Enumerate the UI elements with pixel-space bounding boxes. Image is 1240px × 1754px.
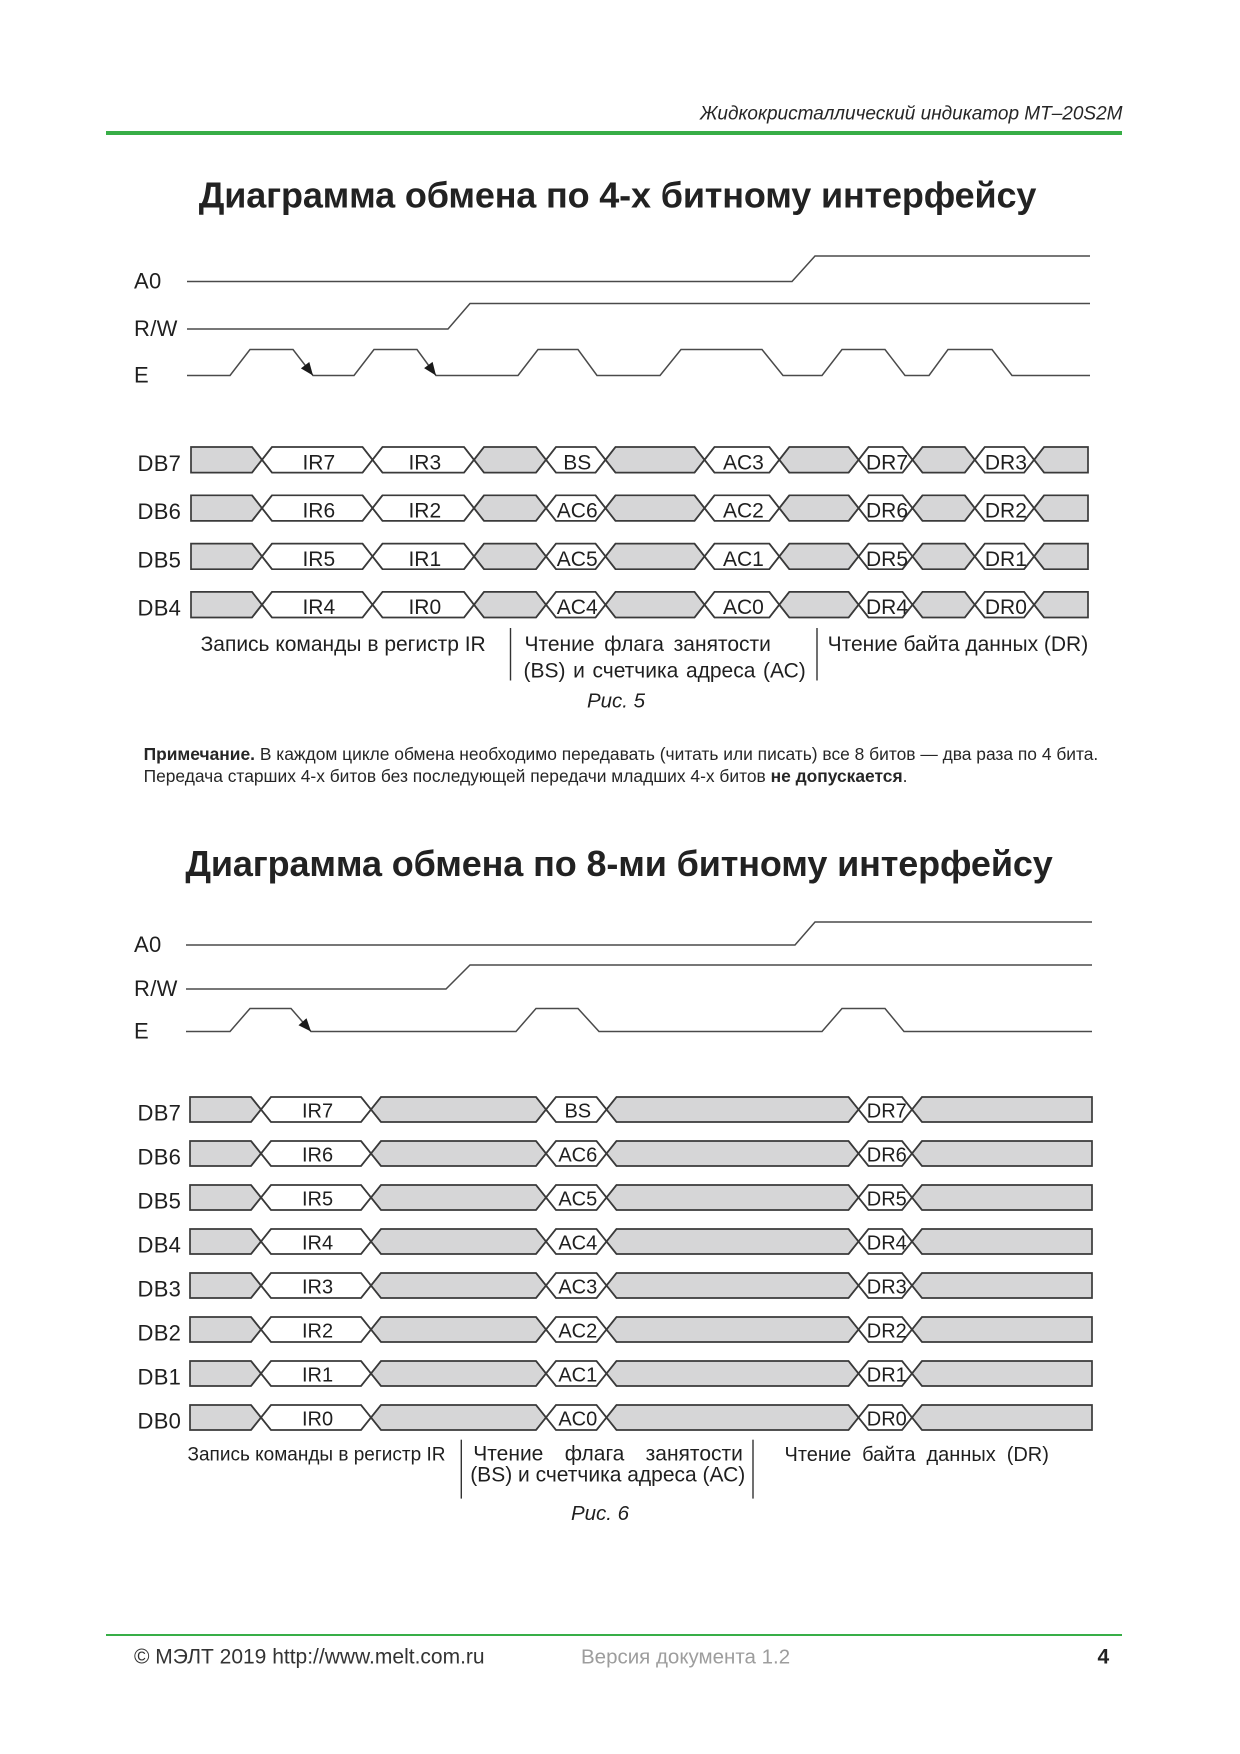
svg-text:DR2: DR2: [985, 500, 1027, 523]
svg-text:E: E: [134, 363, 149, 388]
svg-text:DB4: DB4: [138, 1233, 182, 1258]
svg-text:DR5: DR5: [866, 548, 908, 571]
svg-text:BS: BS: [563, 451, 591, 474]
svg-text:DB6: DB6: [138, 1145, 182, 1170]
svg-text:IR3: IR3: [302, 1276, 333, 1298]
svg-text:AC4: AC4: [558, 1232, 597, 1254]
svg-text:A0: A0: [134, 269, 162, 294]
svg-text:Рис. 6: Рис. 6: [571, 1502, 630, 1525]
svg-text:IR0: IR0: [408, 596, 441, 619]
svg-text:Рис. 5: Рис. 5: [587, 690, 646, 713]
svg-text:DB1: DB1: [138, 1365, 182, 1390]
svg-text:DR4: DR4: [866, 596, 908, 619]
svg-text:DB5: DB5: [138, 547, 182, 572]
svg-text:Диаграмма обмена по 4-х битном: Диаграмма обмена по 4-х битному интерфей…: [199, 175, 1037, 216]
svg-text:DR0: DR0: [985, 596, 1027, 619]
svg-text:IR7: IR7: [302, 451, 335, 474]
svg-text:AC4: AC4: [557, 596, 598, 619]
svg-text:(BS) и счетчика адреса (АС): (BS) и счетчика адреса (АС): [470, 1464, 745, 1487]
svg-text:Чтение байта данных (DR): Чтение байта данных (DR): [785, 1444, 1049, 1466]
svg-text:AC1: AC1: [558, 1364, 597, 1386]
svg-text:DR1: DR1: [867, 1364, 907, 1386]
svg-text:DR4: DR4: [867, 1232, 907, 1254]
svg-text:DR3: DR3: [867, 1276, 907, 1298]
svg-text:DR3: DR3: [985, 451, 1027, 474]
svg-text:© МЭЛТ 2019 http://www.melt.co: © МЭЛТ 2019 http://www.melt.com.ru: [134, 1646, 485, 1669]
svg-text:AC0: AC0: [723, 596, 764, 619]
svg-text:AC0: AC0: [558, 1408, 597, 1430]
svg-text:DR7: DR7: [867, 1100, 907, 1122]
svg-text:BS: BS: [564, 1100, 591, 1122]
svg-text:DB7: DB7: [138, 1101, 182, 1126]
svg-text:R/W: R/W: [134, 976, 178, 1001]
svg-text:4: 4: [1097, 1646, 1109, 1669]
svg-text:DB6: DB6: [138, 499, 182, 524]
svg-text:DR2: DR2: [867, 1320, 907, 1342]
svg-text:Чтение байта данных (DR): Чтение байта данных (DR): [828, 633, 1089, 656]
svg-text:AC6: AC6: [557, 500, 598, 523]
svg-text:AC2: AC2: [723, 500, 764, 523]
svg-text:Запись команды в регистр IR: Запись команды в регистр IR: [201, 633, 486, 656]
svg-text:DB7: DB7: [138, 451, 182, 476]
svg-text:IR6: IR6: [302, 500, 335, 523]
svg-text:Жидкокристаллический индикатор: Жидкокристаллический индикатор МТ–20S2М: [699, 104, 1123, 125]
svg-text:AC2: AC2: [558, 1320, 597, 1342]
svg-text:Чтение флага занятости: Чтение флага занятости: [525, 633, 771, 656]
svg-text:DR6: DR6: [866, 500, 908, 523]
svg-text:Чтение флага занятости: Чтение флага занятости: [473, 1443, 743, 1466]
svg-text:IR4: IR4: [302, 596, 335, 619]
svg-text:AC1: AC1: [723, 548, 764, 571]
svg-text:(BS) и счетчика адреса (АС): (BS) и счетчика адреса (АС): [524, 660, 806, 683]
svg-text:IR1: IR1: [408, 548, 441, 571]
svg-text:DR5: DR5: [867, 1188, 907, 1210]
svg-text:DB3: DB3: [138, 1277, 182, 1302]
svg-text:Версия документа 1.2: Версия документа 1.2: [581, 1646, 790, 1669]
svg-text:AC3: AC3: [558, 1276, 597, 1298]
svg-text:IR6: IR6: [302, 1144, 333, 1166]
svg-text:DR0: DR0: [867, 1408, 907, 1430]
svg-text:IR1: IR1: [302, 1364, 333, 1386]
svg-text:IR5: IR5: [302, 548, 335, 571]
svg-text:DR7: DR7: [866, 451, 908, 474]
svg-text:IR7: IR7: [302, 1100, 333, 1122]
svg-text:Запись команды в регистр IR: Запись команды в регистр IR: [188, 1445, 446, 1466]
svg-text:DB5: DB5: [138, 1189, 182, 1214]
svg-text:Диаграмма обмена по 8-ми битно: Диаграмма обмена по 8-ми битному интерфе…: [185, 843, 1052, 884]
svg-text:DB4: DB4: [138, 596, 182, 621]
svg-text:IR0: IR0: [302, 1408, 333, 1430]
svg-text:DB2: DB2: [138, 1321, 182, 1346]
svg-text:IR2: IR2: [302, 1320, 333, 1342]
svg-text:DR1: DR1: [985, 548, 1027, 571]
svg-text:IR3: IR3: [408, 451, 441, 474]
svg-text:IR5: IR5: [302, 1188, 333, 1210]
svg-text:DR6: DR6: [867, 1144, 907, 1166]
svg-text:IR2: IR2: [408, 500, 441, 523]
svg-text:AC5: AC5: [557, 548, 598, 571]
svg-text:E: E: [134, 1019, 149, 1044]
svg-text:DB0: DB0: [138, 1409, 182, 1434]
svg-text:AC6: AC6: [558, 1144, 597, 1166]
svg-text:A0: A0: [134, 932, 162, 957]
svg-text:AC3: AC3: [723, 451, 764, 474]
svg-text:R/W: R/W: [134, 316, 178, 341]
svg-text:IR4: IR4: [302, 1232, 333, 1254]
svg-text:AC5: AC5: [558, 1188, 597, 1210]
